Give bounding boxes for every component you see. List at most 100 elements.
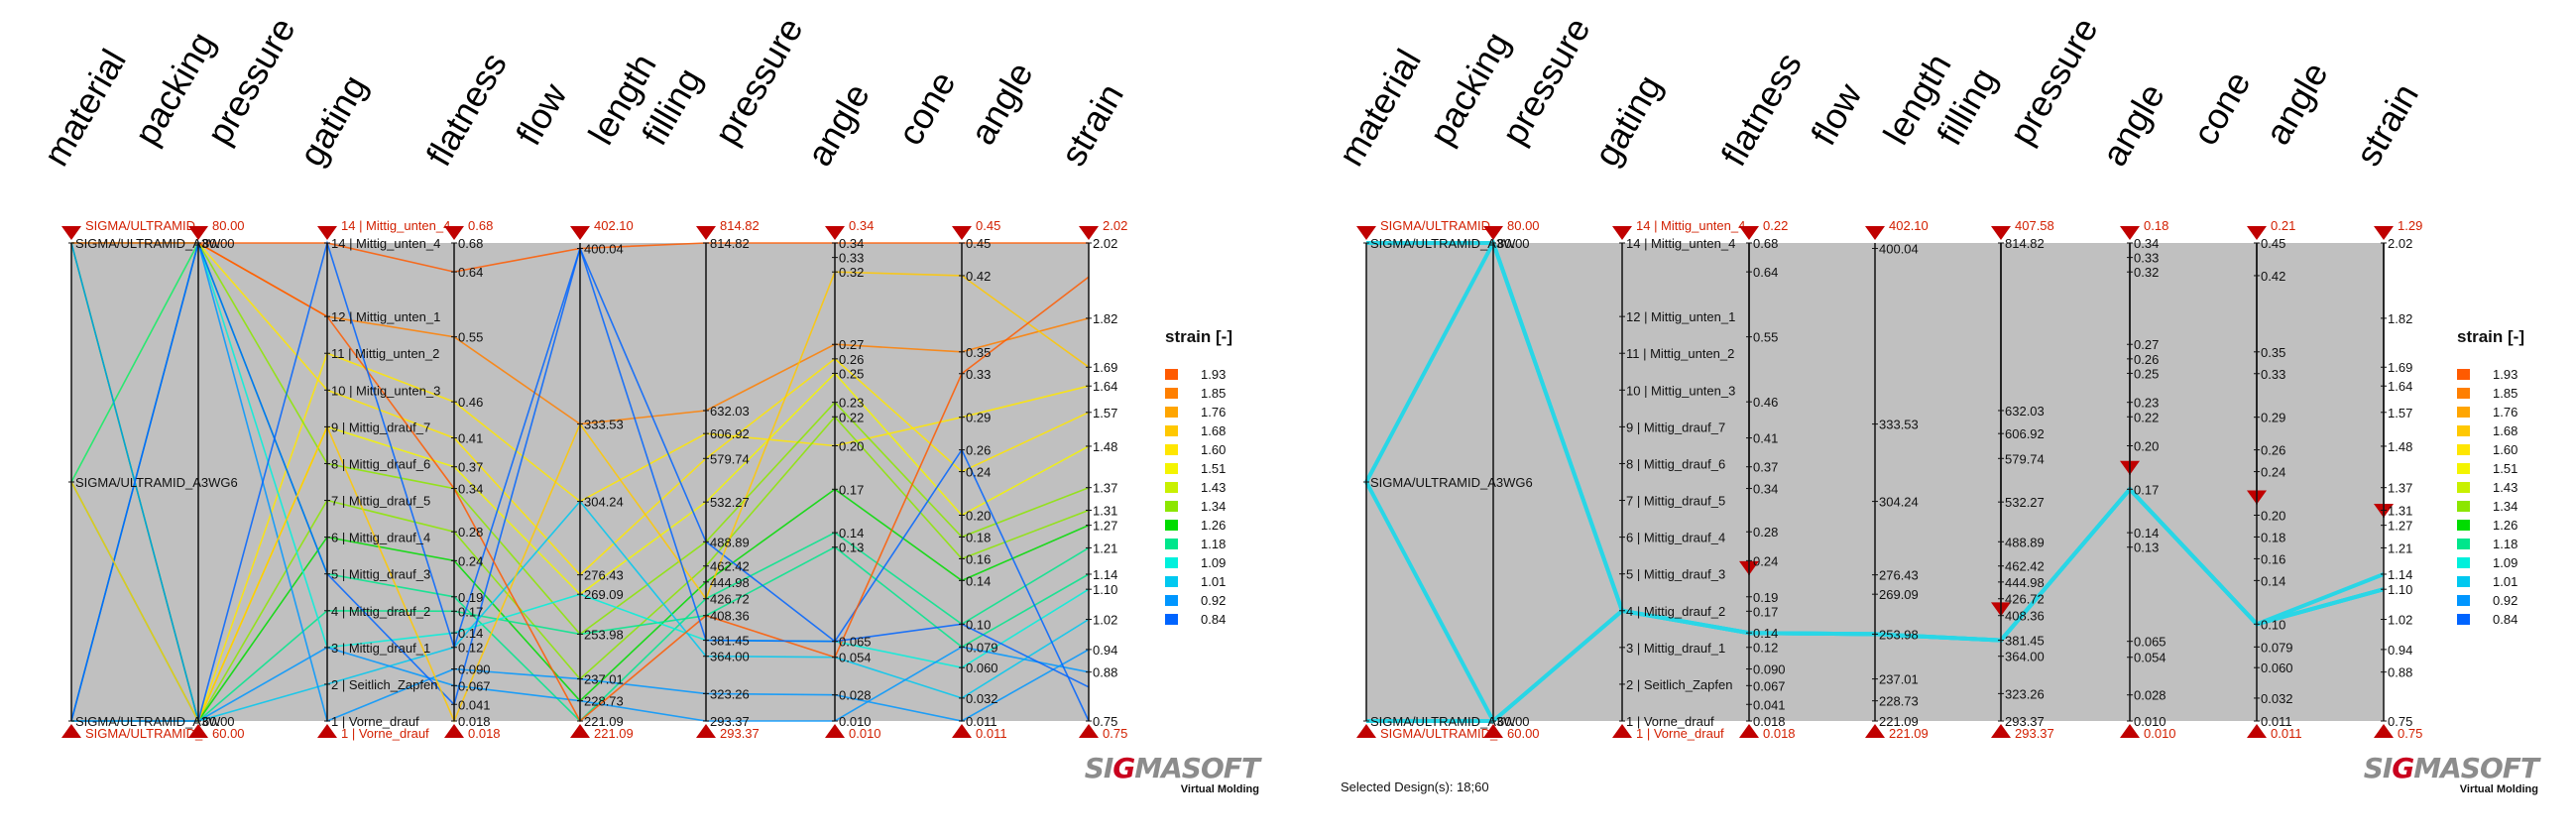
tick-label: 276.43 [584,568,624,583]
tick-label: 0.41 [1753,431,1778,446]
tick-label: 9 | Mittig_drauf_7 [1626,420,1725,434]
tick-label: 0.16 [2261,551,2285,566]
selected-designs-status: Selected Design(s): 18;60 [1341,780,1489,794]
tick-label: 532.27 [710,495,750,510]
legend-swatch [1165,388,1178,399]
legend-label: 1.51 [1201,461,1226,476]
tick-label: 0.25 [839,366,864,381]
tick-label: 0.19 [1753,590,1778,605]
tick-label: 253.98 [584,627,624,642]
tick-label: 0.94 [1093,643,1117,658]
range-marker-bottom [1739,724,1759,738]
axis-header-line: flatness [1712,46,1810,173]
legend-swatch [2457,576,2470,587]
tick-label: 606.92 [710,426,750,441]
logo-wordmark: SIGMASOFT [2363,752,2539,784]
tick-label: 0.22 [2134,410,2159,424]
range-label-top: SIGMA/ULTRAMID_ [85,218,203,233]
tick-label: 0.14 [458,626,483,641]
tick-label: 5 | Mittig_drauf_3 [1626,567,1725,582]
range-label-bottom: 0.010 [2144,726,2176,741]
axis-angle: 0.340.330.320.270.260.250.230.220.200.17… [2120,218,2176,741]
tick-label: 0.27 [839,337,864,352]
tick-label: 0.20 [839,438,864,453]
range-marker-top [570,226,590,240]
tick-label: 60.00 [202,714,235,729]
axis-gating: 14 | Mittig_unten_4 12 | Mittig_unten_1 11… [1612,218,1745,741]
axis-header-strain: strain [1052,76,1131,173]
axis-header-line: material [35,43,134,173]
tick-label: 408.36 [710,609,750,624]
range-marker-top [317,226,337,240]
tick-label: 0.18 [2261,530,2285,544]
tick-label: 0.17 [2134,482,2159,497]
tick-label: 1.37 [2388,481,2412,496]
tick-label: 0.090 [1753,662,1786,677]
tick-label: 444.98 [710,575,750,590]
tick-label: 0.067 [458,678,491,693]
range-label-bottom: 60.00 [1507,726,1540,741]
range-marker-bottom [1612,724,1632,738]
range-label-bottom: 293.37 [2015,726,2054,741]
tick-label: 0.23 [2134,396,2159,411]
tick-label: 408.36 [2005,609,2045,624]
axis-packing_pressure: 80.00 60.00 80.00 60.00 [1483,218,1540,741]
range-label-bottom: 221.09 [594,726,634,741]
tick-label: 2.02 [1093,236,1117,251]
legend-label: 1.34 [2493,499,2517,514]
axis-header-angle: angle [798,76,878,173]
tick-label: 0.64 [1753,265,1778,280]
axis-header-line: angle [2093,76,2172,173]
legend-title: strain [-] [1165,327,1232,346]
range-label-bottom: 293.37 [720,726,760,741]
axis-header-angle: angle [2093,76,2172,173]
logo-tagline: Virtual Molding [1180,783,1259,795]
tick-label: 8 | Mittig_drauf_6 [1626,456,1725,471]
range-marker-top [444,226,464,240]
range-label-top: 1.29 [2398,218,2422,233]
legend-label: 1.01 [1201,574,1226,589]
tick-label: 0.028 [2134,688,2166,703]
axis-header-line: cone [889,64,964,152]
axis-filling_pressure: 814.82 632.03 606.92 579.74 532.27 488.89 462.… [1991,218,2054,741]
range-marker-top [188,226,208,240]
tick-label: SIGMA/ULTRAMID_A3W [75,236,221,251]
tick-label: 2 | Seitlich_Zapfen [331,677,437,692]
range-marker-bottom [2247,724,2267,738]
range-label-top: 2.02 [1103,218,1127,233]
tick-label: 814.82 [710,236,750,251]
tick-label: 1.02 [2388,613,2412,628]
range-label-bottom: SIGMA/ULTRAMID_ [85,726,203,741]
tick-label: 1.14 [1093,567,1117,582]
tick-label: 0.12 [458,641,483,656]
tick-label: 0.028 [839,688,872,703]
tick-label: 0.065 [839,635,872,650]
tick-label: 400.04 [1879,241,1919,256]
tick-label: 1.82 [1093,311,1117,326]
tick-label: 632.03 [2005,404,2045,419]
legend-label: 1.01 [2493,574,2517,589]
range-label-bottom: 1 | Vorne_drauf [1636,726,1724,741]
tick-label: 0.24 [966,465,991,480]
axis-header-material: material [1330,43,1429,173]
tick-label: 1.69 [2388,360,2412,375]
tick-label: 221.09 [1879,714,1919,729]
range-marker-top [1079,226,1099,240]
tick-label: 0.010 [839,714,872,729]
legend-label: 1.93 [2493,367,2517,382]
tick-label: 0.17 [1753,604,1778,619]
range-label-top: 814.82 [720,218,760,233]
range-marker-bottom [2374,724,2394,738]
tick-label: 0.55 [1753,330,1778,345]
range-label-top: SIGMA/ULTRAMID_ [1380,218,1498,233]
tick-label: 1.14 [2388,567,2412,582]
tick-label: 814.82 [2005,236,2045,251]
range-marker-bottom [1865,724,1885,738]
axis-header-line: strain [2347,76,2426,173]
range-label-bottom: 0.011 [976,726,1007,741]
tick-label: 0.88 [2388,665,2412,680]
axis-angle: 0.340.330.320.270.260.250.230.220.200.17… [825,218,881,741]
